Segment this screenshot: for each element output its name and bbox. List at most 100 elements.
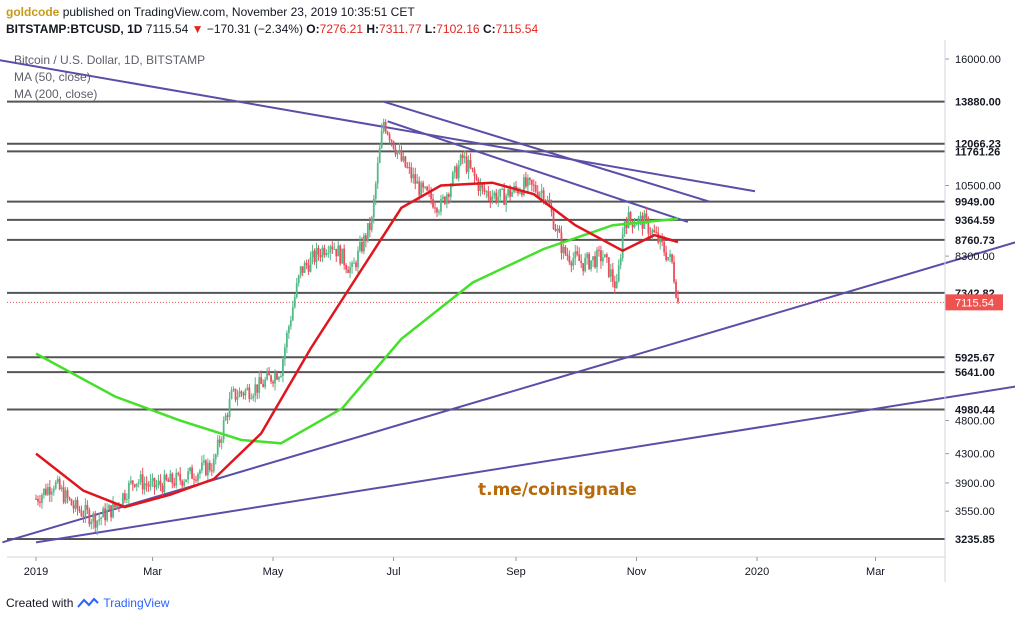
- symbol-label: BITSTAMP:BTCUSD, 1D: [6, 22, 143, 36]
- last-price-tag: [945, 294, 1003, 311]
- x-tick-label: Mar: [866, 566, 885, 578]
- candle-body: [272, 381, 274, 384]
- candle-body: [509, 189, 511, 197]
- candle-body: [552, 211, 555, 229]
- author-name[interactable]: goldcode: [6, 5, 60, 19]
- published-text: published on TradingView.com, November 2…: [62, 5, 415, 19]
- candle-body: [86, 504, 89, 510]
- candle-body: [327, 252, 330, 254]
- candle-body: [268, 372, 270, 376]
- candle-body: [43, 488, 45, 495]
- candle-body: [390, 139, 393, 142]
- candle-body: [197, 473, 199, 481]
- candle-body: [256, 384, 259, 393]
- candle-body: [129, 480, 132, 483]
- candle-body: [655, 232, 658, 234]
- level-label: 9949.00: [955, 197, 995, 209]
- candle-body: [80, 511, 83, 516]
- candle-body: [161, 485, 164, 493]
- candle-body: [78, 509, 81, 512]
- candle-body: [179, 473, 182, 481]
- candle-body: [321, 247, 324, 258]
- candle-body: [436, 208, 438, 213]
- candle-body: [189, 467, 191, 472]
- candle-body: [528, 177, 531, 180]
- candle-body: [627, 212, 630, 228]
- candle-body: [671, 254, 673, 262]
- candle-body: [143, 483, 146, 490]
- x-tick-label: Mar: [143, 566, 162, 578]
- candle-body: [501, 188, 504, 190]
- candle-body: [112, 502, 114, 518]
- legend-ma200[interactable]: MA (200, close): [14, 87, 98, 101]
- legend-ma50[interactable]: MA (50, close): [14, 70, 91, 84]
- candle-body: [363, 235, 365, 252]
- candle-body: [145, 483, 148, 485]
- candle-body: [530, 179, 533, 185]
- candle-body: [139, 474, 142, 482]
- x-tick-label: Jul: [387, 566, 401, 578]
- watermark-text: t.me/coinsignale: [478, 480, 637, 500]
- y-tick-label: 4800.00: [955, 416, 995, 428]
- candle-body: [141, 474, 144, 490]
- candle-body: [564, 246, 567, 255]
- tradingview-brand[interactable]: TradingView: [103, 596, 170, 610]
- candle-body: [542, 190, 545, 201]
- candle-body: [37, 498, 39, 502]
- x-tick-label: 2020: [745, 566, 769, 578]
- candle-body: [169, 473, 172, 482]
- candle-body: [665, 252, 668, 260]
- candle-body: [667, 256, 670, 260]
- candle-body: [663, 241, 666, 253]
- candle-body: [238, 391, 241, 398]
- candle-body: [293, 297, 296, 308]
- candle-body: [199, 470, 201, 474]
- candle-body: [621, 233, 624, 259]
- candle-body: [609, 269, 612, 277]
- moving-averages: [35, 181, 679, 509]
- candle-body: [236, 397, 239, 400]
- candle-body: [208, 462, 211, 471]
- y-tick-label: 3900.00: [955, 478, 995, 490]
- candle-body: [48, 487, 51, 495]
- candle-body: [519, 192, 521, 194]
- candle-body: [98, 519, 101, 521]
- publish-info: goldcode published on TradingView.com, N…: [6, 5, 415, 19]
- candle-body: [588, 253, 590, 270]
- candle-body: [305, 262, 308, 265]
- x-tick-label: May: [263, 566, 284, 578]
- candle-body: [102, 508, 105, 518]
- candle-body: [339, 245, 342, 264]
- candle-body: [127, 482, 130, 499]
- candle-body: [469, 160, 472, 168]
- candle-body: [396, 151, 399, 155]
- candle-body: [226, 415, 229, 417]
- y-tick-label: 16000.00: [955, 54, 1001, 66]
- candle-body: [394, 148, 397, 155]
- candle-body: [578, 254, 581, 262]
- candle-body: [374, 183, 377, 200]
- candle-body: [623, 221, 626, 234]
- candle-body: [228, 398, 231, 417]
- trendline: [0, 59, 756, 193]
- open-value: 7276.21: [319, 22, 364, 36]
- candle-body: [451, 172, 454, 187]
- candle-body: [483, 187, 486, 192]
- candle-body: [489, 196, 492, 201]
- candle-body: [242, 393, 245, 396]
- candle-body: [206, 462, 209, 476]
- candle-body: [602, 257, 604, 262]
- candle-body: [442, 196, 444, 200]
- candle-body: [319, 254, 322, 258]
- candle-body: [534, 185, 537, 192]
- candle-body: [297, 275, 300, 284]
- candle-body: [351, 262, 353, 268]
- candle-body: [457, 164, 460, 179]
- candle-body: [485, 191, 488, 193]
- candle-body: [361, 242, 363, 252]
- x-tick-label: 2019: [24, 566, 48, 578]
- candle-body: [353, 262, 355, 264]
- low-label: L:: [424, 22, 437, 36]
